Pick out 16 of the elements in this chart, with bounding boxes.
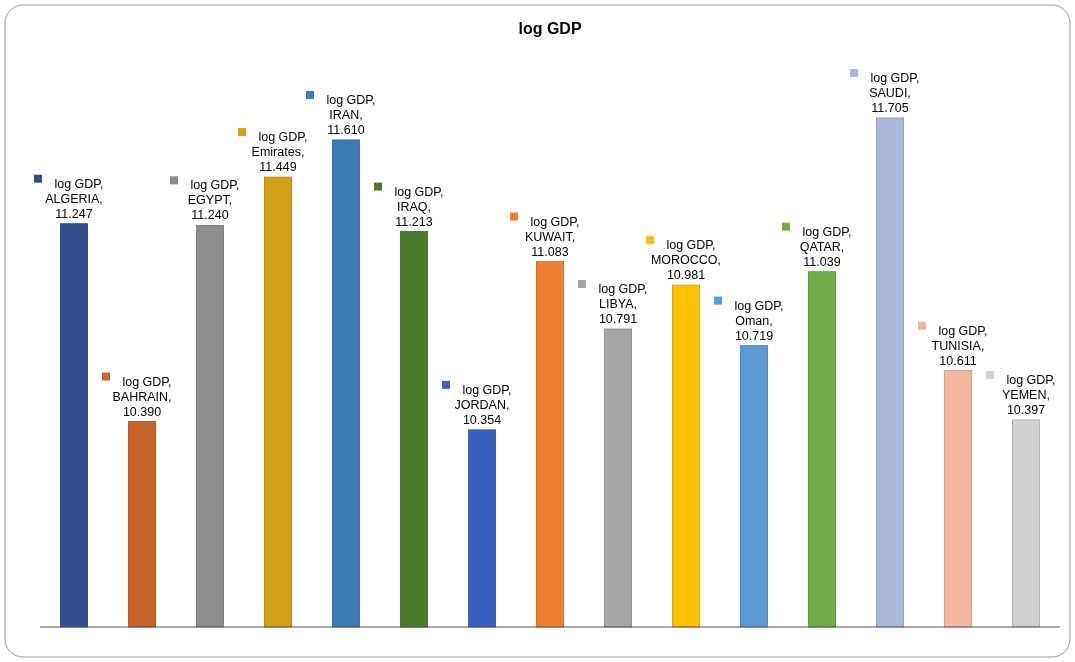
data-label: log GDP, JORDAN, 10.354 <box>454 382 512 427</box>
data-label: log GDP, ALGERIA, 11.247 <box>45 176 104 221</box>
data-label: log GDP, IRAQ, 11.213 <box>394 184 444 229</box>
data-label: log GDP, BAHRAIN, 10.390 <box>112 374 172 419</box>
data-label: log GDP, SAUDI, 11.705 <box>869 71 920 115</box>
data-label: log GDP, YEMEN, 10.397 <box>1002 372 1056 417</box>
data-label: log GDP, QATAR, 11.039 <box>799 224 852 269</box>
data-label: log GDP, IRAN, 11.610 <box>326 92 376 137</box>
data-label: log GDP, Emirates, 11.449 <box>251 130 308 175</box>
data-label: log GDP, EGYPT, 11.240 <box>187 178 240 223</box>
chart-title: log GDP <box>518 20 582 37</box>
data-label: log GDP, MOROCCO, 10.981 <box>650 238 722 283</box>
data-label: log GDP, TUNISIA, 10.611 <box>931 323 988 368</box>
data-label: log GDP, LIBYA, 10.791 <box>598 281 648 326</box>
data-label: log GDP, KUWAIT, 11.083 <box>524 214 580 259</box>
data-label: log GDP, Oman, 10.719 <box>734 298 784 343</box>
